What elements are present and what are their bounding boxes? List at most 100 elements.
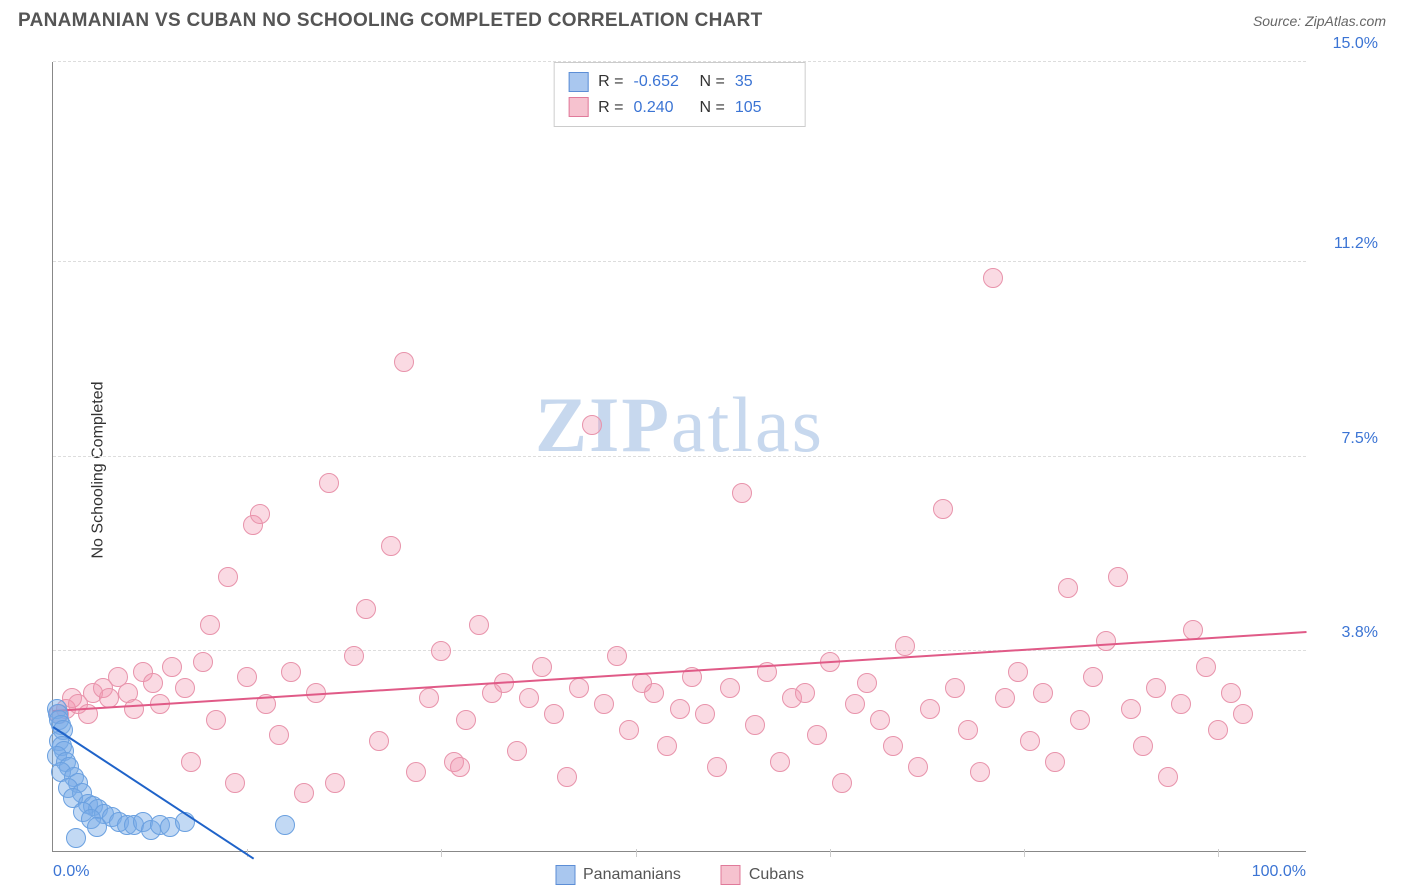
stats-n-value-1: 35	[735, 69, 791, 95]
scatter-point	[732, 483, 752, 503]
scatter-point	[250, 504, 270, 524]
stats-r-label: R =	[598, 95, 623, 121]
gridline-horizontal	[53, 456, 1306, 457]
plot-area: ZIPatlas R = -0.652 N = 35 R = 0.240 N =…	[52, 62, 1306, 852]
scatter-point	[594, 694, 614, 714]
gridline-vertical-tick	[441, 849, 442, 857]
scatter-point	[124, 699, 144, 719]
scatter-point	[795, 683, 815, 703]
y-tick-label: 15.0%	[1333, 35, 1378, 53]
scatter-point	[325, 773, 345, 793]
scatter-point	[607, 646, 627, 666]
scatter-point	[857, 673, 877, 693]
chart-title: PANAMANIAN VS CUBAN NO SCHOOLING COMPLET…	[18, 10, 763, 32]
scatter-point	[945, 678, 965, 698]
source-attribution: Source: ZipAtlas.com	[1253, 13, 1386, 29]
scatter-point	[507, 741, 527, 761]
scatter-point	[450, 757, 470, 777]
scatter-point	[807, 725, 827, 745]
scatter-point	[544, 704, 564, 724]
scatter-point	[1045, 752, 1065, 772]
scatter-point	[519, 688, 539, 708]
scatter-point	[1158, 767, 1178, 787]
scatter-point	[281, 662, 301, 682]
scatter-point	[1171, 694, 1191, 714]
legend-swatch-series2	[721, 865, 741, 885]
scatter-point	[319, 473, 339, 493]
scatter-point	[275, 815, 295, 835]
scatter-point	[162, 657, 182, 677]
scatter-point	[845, 694, 865, 714]
scatter-point	[237, 667, 257, 687]
gridline-vertical-tick	[636, 849, 637, 857]
legend-item-series1: Panamanians	[555, 865, 681, 885]
scatter-point	[225, 773, 245, 793]
scatter-point	[269, 725, 289, 745]
scatter-point	[419, 688, 439, 708]
gridline-vertical-tick	[1024, 849, 1025, 857]
gridline-vertical-tick	[1218, 849, 1219, 857]
scatter-point	[66, 828, 86, 848]
chart-header: PANAMANIAN VS CUBAN NO SCHOOLING COMPLET…	[0, 0, 1406, 36]
scatter-point	[1096, 631, 1116, 651]
scatter-point	[431, 641, 451, 661]
stats-n-label: N =	[700, 69, 725, 95]
stats-r-value-2: 0.240	[634, 95, 690, 121]
swatch-series1	[568, 72, 588, 92]
scatter-point	[770, 752, 790, 772]
scatter-point	[469, 615, 489, 635]
scatter-point	[970, 762, 990, 782]
scatter-point	[832, 773, 852, 793]
scatter-point	[933, 499, 953, 519]
scatter-point	[958, 720, 978, 740]
stats-r-value-1: -0.652	[634, 69, 690, 95]
stats-row-series2: R = 0.240 N = 105	[568, 95, 791, 121]
scatter-point	[619, 720, 639, 740]
scatter-point	[175, 678, 195, 698]
scatter-point	[1221, 683, 1241, 703]
scatter-point	[569, 678, 589, 698]
stats-legend-box: R = -0.652 N = 35 R = 0.240 N = 105	[553, 62, 806, 127]
scatter-point	[218, 567, 238, 587]
gridline-horizontal	[53, 261, 1306, 262]
scatter-point	[344, 646, 364, 666]
scatter-point	[1196, 657, 1216, 677]
scatter-point	[644, 683, 664, 703]
scatter-point	[920, 699, 940, 719]
scatter-point	[356, 599, 376, 619]
scatter-point	[1108, 567, 1128, 587]
scatter-point	[720, 678, 740, 698]
scatter-point	[181, 752, 201, 772]
scatter-point	[1083, 667, 1103, 687]
scatter-point	[1133, 736, 1153, 756]
scatter-point	[670, 699, 690, 719]
scatter-point	[1233, 704, 1253, 724]
legend-label-series1: Panamanians	[583, 866, 681, 884]
scatter-point	[394, 352, 414, 372]
scatter-point	[206, 710, 226, 730]
scatter-point	[657, 736, 677, 756]
stats-r-label: R =	[598, 69, 623, 95]
scatter-point	[200, 615, 220, 635]
scatter-point	[908, 757, 928, 777]
x-tick-label: 0.0%	[53, 863, 89, 881]
scatter-point	[1070, 710, 1090, 730]
legend-swatch-series1	[555, 865, 575, 885]
scatter-point	[557, 767, 577, 787]
scatter-point	[294, 783, 314, 803]
scatter-point	[143, 673, 163, 693]
scatter-point	[707, 757, 727, 777]
scatter-point	[1008, 662, 1028, 682]
scatter-point	[1121, 699, 1141, 719]
scatter-point	[1033, 683, 1053, 703]
scatter-point	[381, 536, 401, 556]
scatter-point	[87, 817, 107, 837]
scatter-point	[883, 736, 903, 756]
gridline-vertical-tick	[830, 849, 831, 857]
scatter-point	[870, 710, 890, 730]
scatter-point	[406, 762, 426, 782]
bottom-legend: Panamanians Cubans	[555, 865, 804, 885]
scatter-point	[1146, 678, 1166, 698]
scatter-point	[456, 710, 476, 730]
scatter-point	[983, 268, 1003, 288]
